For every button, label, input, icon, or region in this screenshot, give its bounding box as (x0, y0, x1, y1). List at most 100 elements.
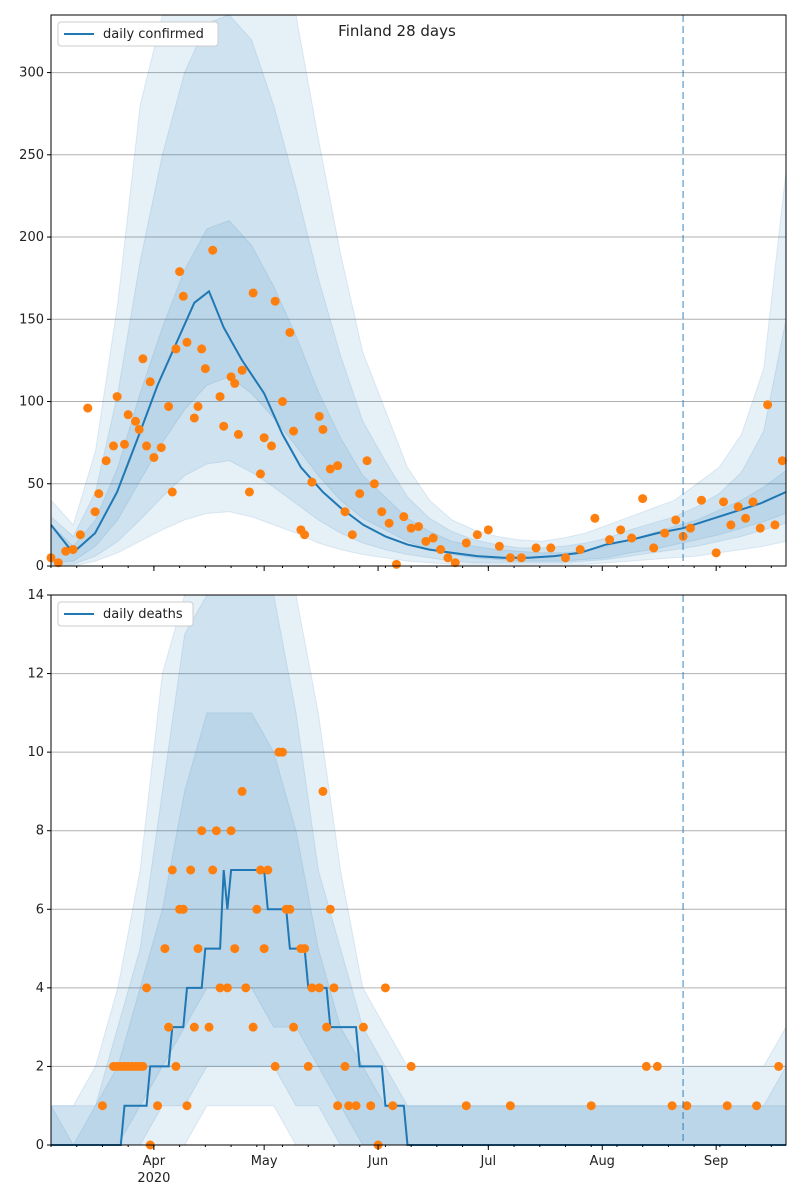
data-point (145, 377, 155, 387)
data-point (685, 523, 695, 533)
data-point (741, 513, 751, 523)
data-point (414, 522, 423, 532)
data-point (142, 441, 152, 451)
data-point (711, 548, 721, 558)
x-tick-label: Aug (590, 1154, 615, 1169)
data-point (153, 1101, 163, 1111)
data-point (314, 983, 324, 993)
y-tick-label: 6 (36, 902, 44, 917)
y-tick-label: 300 (19, 66, 44, 81)
data-point (505, 553, 515, 563)
data-point (208, 245, 218, 255)
data-point (307, 983, 317, 993)
data-point (138, 1061, 148, 1071)
data-point (340, 507, 350, 517)
x-tick-label: Jul (479, 1154, 496, 1169)
data-point (531, 543, 541, 553)
data-point (156, 443, 166, 453)
data-point (777, 456, 787, 466)
data-point (443, 553, 453, 563)
confirmed-points (46, 245, 787, 569)
data-point (358, 1022, 368, 1032)
deaths-bands (50, 594, 787, 1147)
data-point (222, 983, 232, 993)
data-point (289, 1022, 299, 1032)
deaths-y-axis: 0 2 4 6 8 10 12 14 (27, 588, 51, 1153)
data-point (178, 291, 188, 301)
data-point (696, 495, 706, 505)
data-point (726, 520, 736, 530)
data-point (752, 1101, 762, 1111)
data-point (436, 545, 446, 555)
data-point (366, 1101, 376, 1111)
data-point (97, 1101, 107, 1111)
data-point (472, 530, 482, 540)
y-tick-label: 12 (27, 667, 44, 682)
y-tick-label: 200 (19, 230, 44, 245)
data-point (325, 904, 335, 914)
x-tick-label: Apr (143, 1154, 166, 1169)
y-tick-label: 0 (36, 1138, 44, 1153)
data-point (770, 520, 780, 530)
chart-title: Finland 28 days (338, 22, 456, 40)
data-point (211, 826, 221, 836)
data-point (380, 983, 390, 993)
y-tick-label: 250 (19, 148, 44, 163)
data-point (134, 424, 144, 434)
data-point (638, 494, 648, 504)
data-point (652, 1061, 662, 1071)
data-point (255, 469, 265, 479)
data-point (164, 1022, 174, 1032)
data-point (406, 1061, 416, 1071)
data-point (505, 1101, 515, 1111)
x-tick-label: May (251, 1154, 278, 1169)
data-point (182, 337, 192, 347)
data-point (318, 786, 328, 796)
data-point (230, 944, 240, 954)
data-point (671, 515, 681, 525)
data-point (483, 525, 493, 535)
data-point (171, 1061, 181, 1071)
data-point (450, 558, 460, 568)
x-tick-year-label: 2020 (137, 1171, 170, 1186)
data-point (270, 296, 280, 306)
data-point (138, 354, 148, 364)
data-point (237, 365, 247, 375)
data-point (197, 826, 207, 836)
data-point (377, 507, 387, 517)
data-point (263, 865, 273, 875)
data-point (667, 1101, 677, 1111)
data-point (421, 536, 431, 546)
data-point (590, 513, 600, 523)
data-point (219, 421, 229, 431)
data-point (340, 1061, 350, 1071)
data-point (406, 523, 416, 533)
data-point (494, 541, 504, 551)
data-point (660, 528, 670, 538)
data-point (197, 344, 207, 354)
data-point (90, 507, 100, 517)
data-point (108, 441, 118, 451)
confirmed-y-axis: 0 50 100 150 200 250 300 (19, 66, 51, 574)
data-point (53, 558, 63, 568)
data-point (627, 533, 637, 543)
data-point (171, 344, 181, 354)
data-point (226, 826, 236, 836)
data-point (259, 433, 269, 443)
data-point (267, 441, 276, 451)
data-point (329, 983, 339, 993)
data-point (318, 424, 328, 434)
data-point (333, 1101, 343, 1111)
data-point (774, 1061, 784, 1071)
data-point (94, 489, 104, 499)
y-tick-label: 8 (36, 824, 44, 839)
data-point (755, 523, 765, 533)
data-point (307, 477, 317, 487)
data-point (244, 487, 254, 497)
data-point (289, 426, 299, 436)
data-point (175, 267, 185, 277)
data-point (428, 533, 438, 543)
data-point (616, 525, 626, 535)
data-point (167, 487, 177, 497)
data-point (285, 904, 295, 914)
